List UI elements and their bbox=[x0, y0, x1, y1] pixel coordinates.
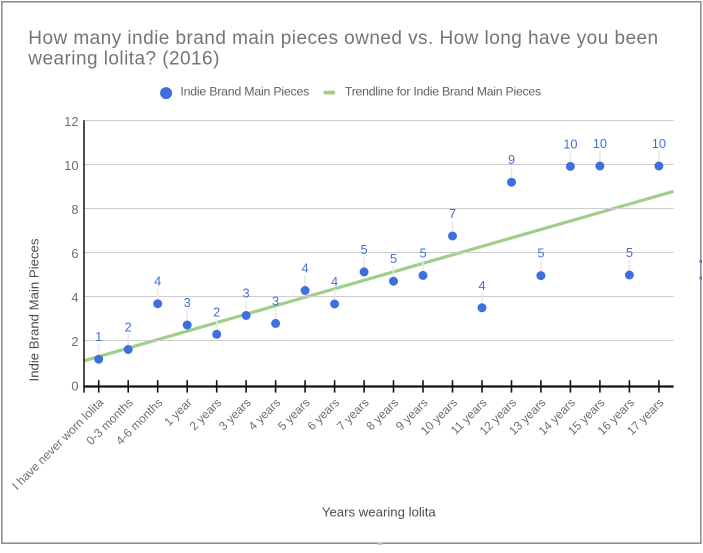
svg-text:3: 3 bbox=[184, 295, 191, 310]
svg-text:12: 12 bbox=[64, 114, 78, 129]
svg-text:4: 4 bbox=[71, 290, 78, 305]
svg-text:Indie Brand Main Pieces: Indie Brand Main Pieces bbox=[180, 85, 309, 99]
svg-text:Trendline for Indie Brand Main: Trendline for Indie Brand Main Pieces bbox=[345, 85, 541, 99]
svg-text:Indie Brand Main Pieces: Indie Brand Main Pieces bbox=[27, 238, 42, 381]
svg-text:2: 2 bbox=[125, 320, 132, 335]
svg-text:5: 5 bbox=[537, 246, 544, 261]
svg-text:5: 5 bbox=[419, 245, 426, 260]
svg-text:6: 6 bbox=[71, 246, 78, 261]
svg-text:Years wearing lolita: Years wearing lolita bbox=[322, 505, 437, 520]
svg-text:2: 2 bbox=[71, 334, 78, 349]
svg-text:10: 10 bbox=[64, 158, 78, 173]
svg-text:9: 9 bbox=[508, 152, 515, 167]
svg-text:1: 1 bbox=[95, 329, 102, 344]
svg-text:10: 10 bbox=[652, 136, 666, 151]
svg-text:4: 4 bbox=[302, 261, 309, 276]
svg-text:How many indie brand main piec: How many indie brand main pieces owned v… bbox=[28, 28, 658, 49]
svg-text:5: 5 bbox=[361, 242, 368, 257]
svg-text:4: 4 bbox=[154, 274, 161, 289]
svg-text:5: 5 bbox=[390, 251, 397, 266]
svg-text:8: 8 bbox=[71, 202, 78, 217]
svg-text:3: 3 bbox=[272, 293, 279, 308]
svg-text:0: 0 bbox=[71, 379, 78, 394]
svg-text:7: 7 bbox=[449, 206, 456, 221]
svg-text:10: 10 bbox=[563, 136, 577, 151]
svg-text:10: 10 bbox=[593, 136, 607, 151]
svg-text:3: 3 bbox=[243, 286, 250, 301]
svg-text:4: 4 bbox=[478, 278, 485, 293]
svg-text:4: 4 bbox=[331, 274, 338, 289]
svg-text:5: 5 bbox=[626, 245, 633, 260]
svg-text:2: 2 bbox=[213, 304, 220, 319]
svg-text:wearing lolita? (2016): wearing lolita? (2016) bbox=[27, 48, 220, 69]
